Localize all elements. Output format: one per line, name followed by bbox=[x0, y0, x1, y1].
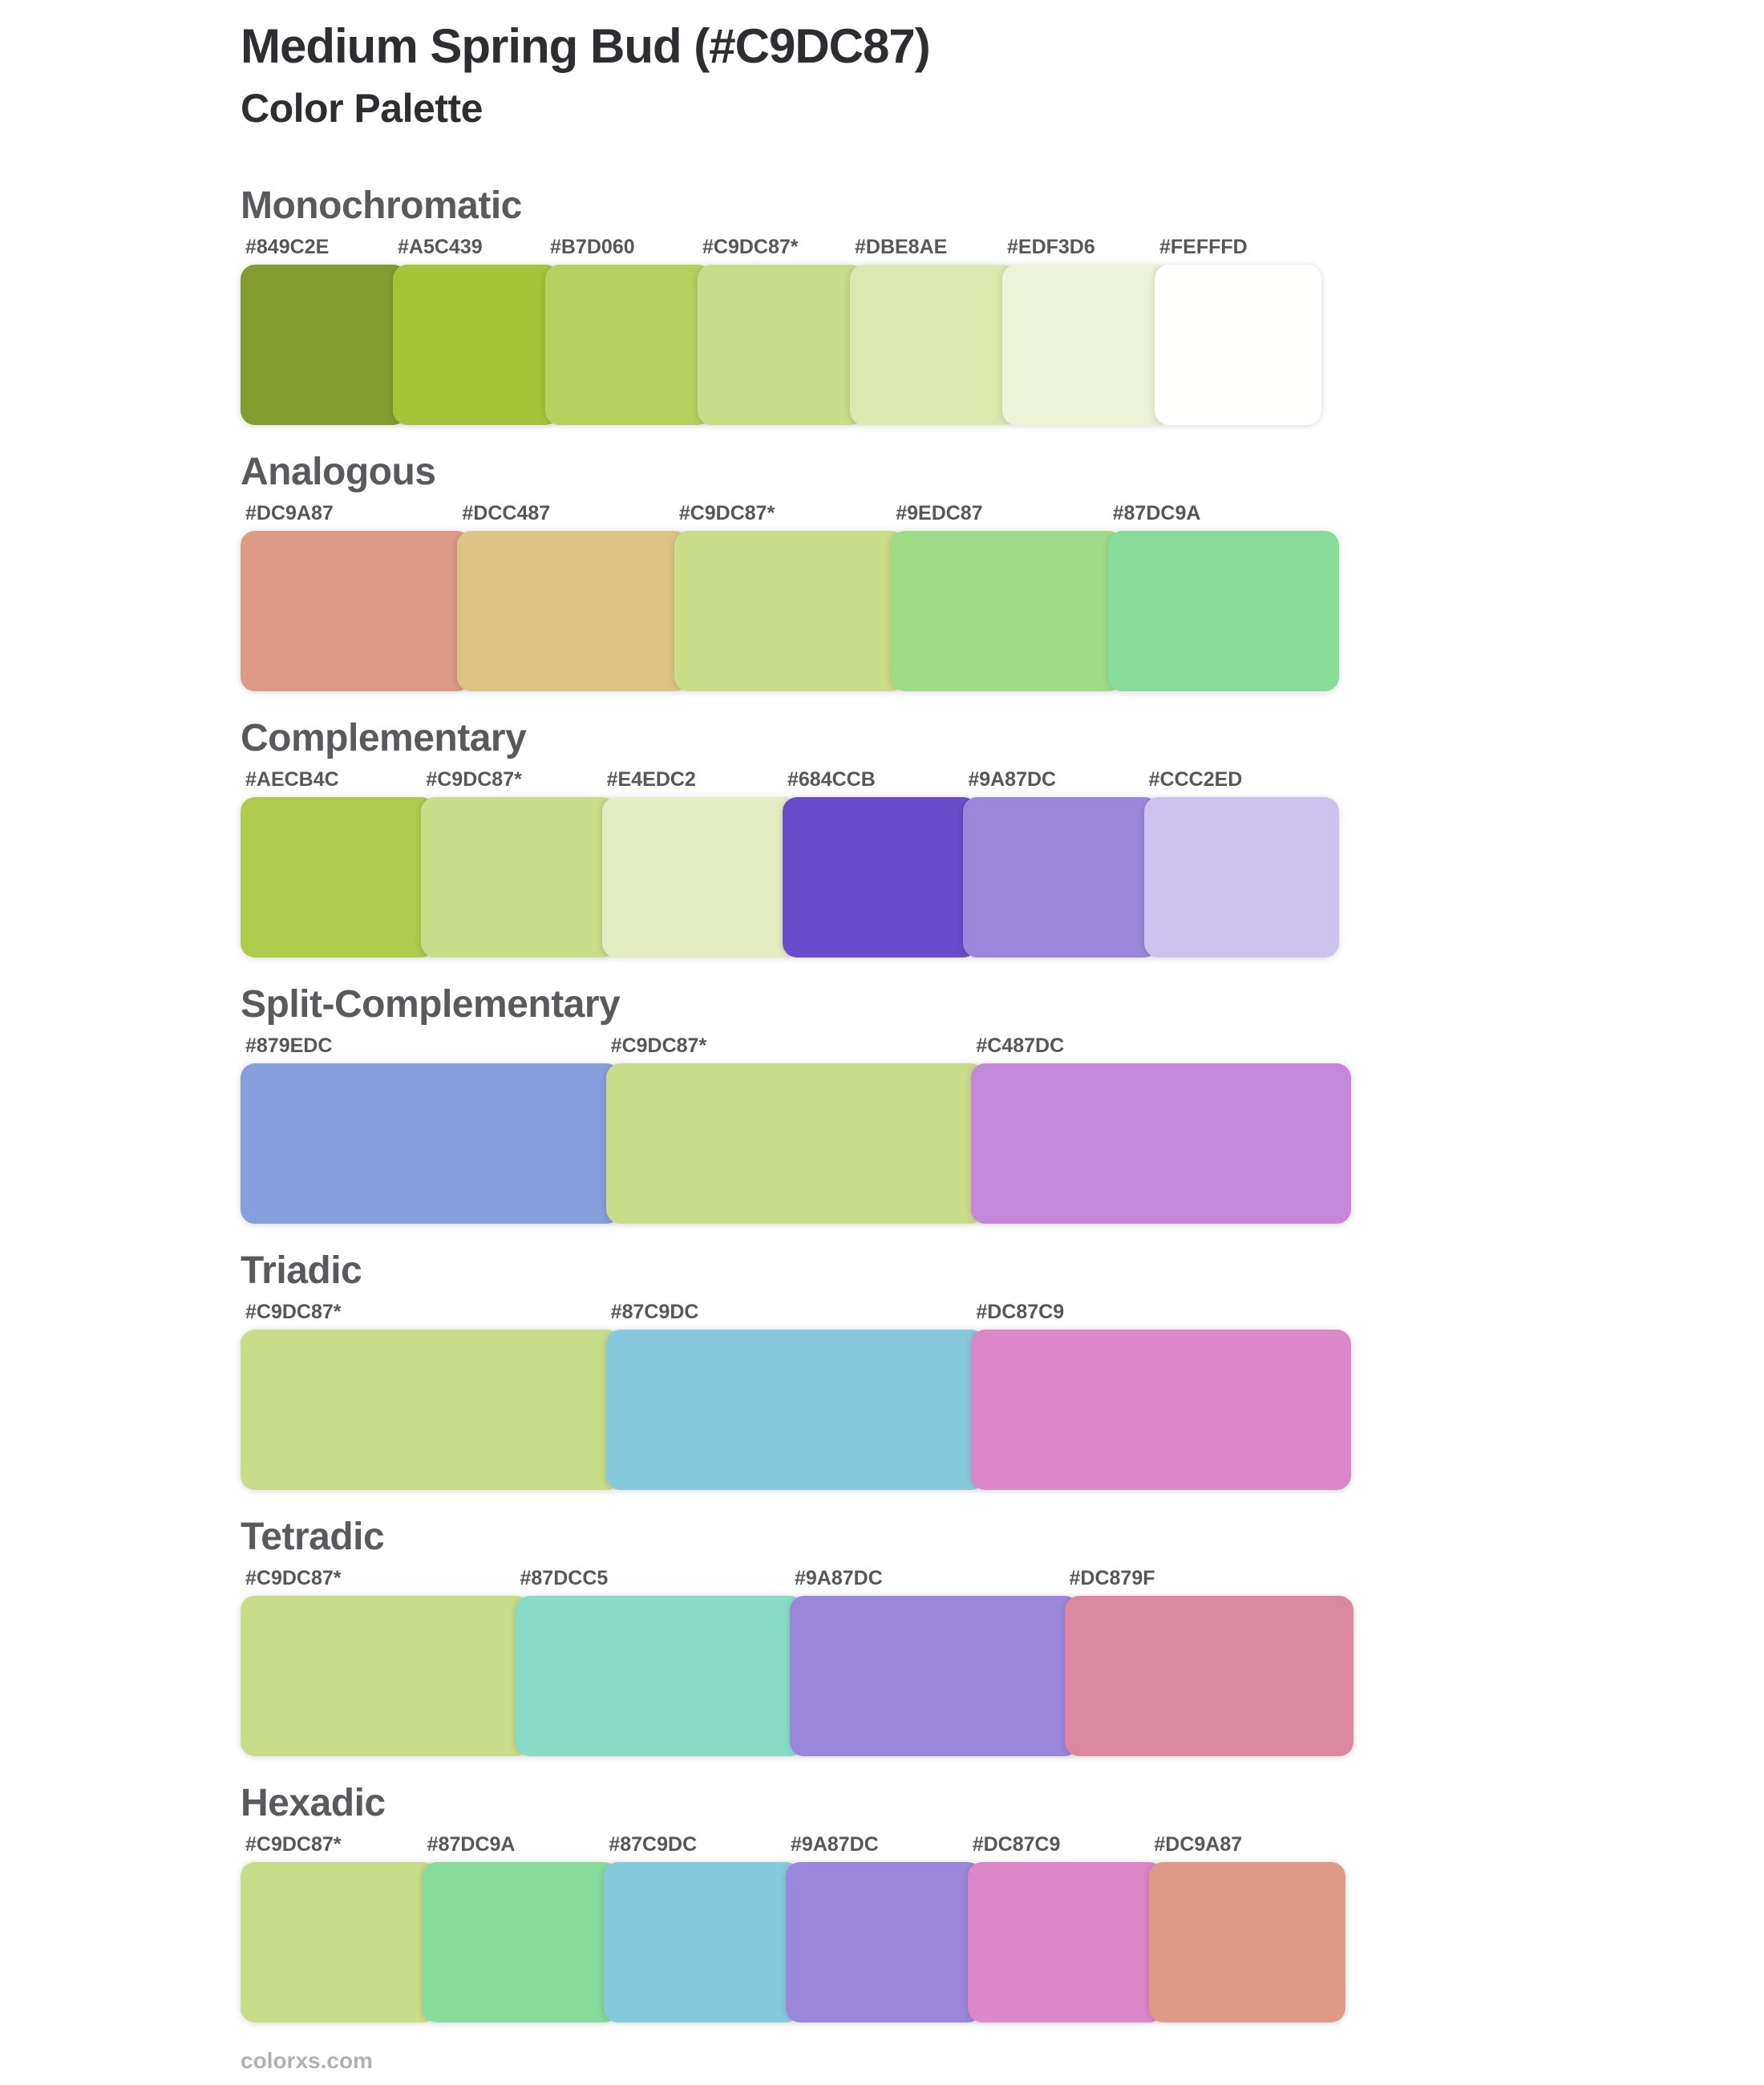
swatch-hex-label: #E4EDC2 bbox=[606, 768, 696, 791]
swatch-hex-label: #DC9A87 bbox=[1154, 1833, 1243, 1856]
color-swatch[interactable]: #B7D060 bbox=[545, 236, 712, 425]
color-swatch[interactable]: #C9DC87* bbox=[421, 768, 617, 957]
color-swatch[interactable]: #9A87DC bbox=[790, 1567, 1079, 1756]
color-swatch[interactable]: #879EDC bbox=[241, 1034, 621, 1224]
color-swatch[interactable]: #DBE8AE bbox=[850, 236, 1017, 425]
color-swatch[interactable]: #87C9DC bbox=[604, 1833, 801, 2022]
color-swatch[interactable]: #87DC9A bbox=[422, 1833, 619, 2022]
footer-watermark: colorxs.com bbox=[241, 2048, 373, 2073]
swatch-hex-label: #DC87C9 bbox=[976, 1301, 1065, 1323]
color-swatch[interactable]: #DC87C9 bbox=[967, 1833, 1164, 2022]
swatch-row: #AECB4C #C9DC87* #E4EDC2 #684CCB #9A87DC… bbox=[241, 768, 1339, 957]
swatch-row: #879EDC #C9DC87* #C487DC bbox=[241, 1034, 1352, 1224]
swatch-hex-label: #87DCC5 bbox=[520, 1567, 609, 1589]
color-swatch[interactable]: #C487DC bbox=[971, 1034, 1352, 1224]
swatch-row: #C9DC87* #87C9DC #DC87C9 bbox=[241, 1301, 1352, 1490]
color-swatch[interactable]: #C9DC87* bbox=[241, 1567, 530, 1756]
swatch-hex-label: #B7D060 bbox=[550, 236, 635, 258]
swatch-hex-label: #879EDC bbox=[245, 1034, 333, 1057]
swatch-hex-label: #C487DC bbox=[976, 1034, 1065, 1057]
color-swatch[interactable]: #DCC487 bbox=[457, 502, 689, 691]
swatch-hex-label: #CCC2ED bbox=[1148, 768, 1243, 791]
swatch-row: #C9DC87* #87DCC5 #9A87DC #DC879F bbox=[241, 1567, 1353, 1756]
swatch-hex-label: #849C2E bbox=[245, 236, 330, 258]
swatch-hex-label: #C9DC87* bbox=[702, 236, 799, 258]
section-heading: Triadic bbox=[241, 1249, 362, 1292]
swatch-hex-label: #9A87DC bbox=[791, 1833, 879, 1856]
swatch-hex-label: #DBE8AE bbox=[855, 236, 948, 258]
color-swatch[interactable]: #A5C439 bbox=[393, 236, 560, 425]
swatch-hex-label: #FEFFFD bbox=[1159, 236, 1248, 258]
color-swatch[interactable]: #87C9DC bbox=[605, 1301, 986, 1490]
swatch-hex-label: #87C9DC bbox=[610, 1301, 699, 1323]
color-swatch[interactable]: #C9DC87* bbox=[241, 1301, 621, 1490]
swatch-hex-label: #DC87C9 bbox=[972, 1833, 1061, 1856]
swatch-hex-label: #C9DC87* bbox=[610, 1034, 707, 1057]
swatch-hex-label: #C9DC87* bbox=[678, 502, 775, 524]
swatch-hex-label: #C9DC87* bbox=[245, 1301, 342, 1323]
swatch-hex-label: #9A87DC bbox=[968, 768, 1057, 791]
swatch-hex-label: #C9DC87* bbox=[245, 1567, 342, 1589]
swatch-hex-label: #9A87DC bbox=[795, 1567, 883, 1589]
swatch-hex-label: #A5C439 bbox=[398, 236, 483, 258]
color-swatch[interactable]: #DC87C9 bbox=[971, 1301, 1352, 1490]
color-swatch[interactable]: #87DCC5 bbox=[515, 1567, 804, 1756]
color-swatch[interactable]: #AECB4C bbox=[241, 768, 436, 957]
swatch-row: #849C2E #A5C439 #B7D060 #C9DC87* #DBE8AE… bbox=[241, 236, 1321, 425]
swatch-hex-label: #87DC9A bbox=[427, 1833, 516, 1856]
color-swatch[interactable]: #C9DC87* bbox=[605, 1034, 986, 1224]
palette-section: Triadic #C9DC87* #87C9DC #DC87C9 bbox=[241, 1249, 1764, 1490]
palette-section: Hexadic #C9DC87* #87DC9A #87C9DC #9A87DC… bbox=[241, 1782, 1764, 2022]
swatch-hex-label: #DCC487 bbox=[462, 502, 551, 524]
swatch-hex-label: #87DC9A bbox=[1112, 502, 1201, 524]
section-heading: Complementary bbox=[241, 717, 527, 759]
color-swatch[interactable]: #CCC2ED bbox=[1143, 768, 1339, 957]
color-swatch[interactable]: #DC9A87 bbox=[1149, 1833, 1346, 2022]
section-heading: Tetradic bbox=[241, 1516, 385, 1558]
palette-section: Analogous #DC9A87 #DCC487 #C9DC87* #9EDC… bbox=[241, 451, 1764, 691]
palette-sections: Monochromatic #849C2E #A5C439 #B7D060 #C… bbox=[241, 184, 1764, 2022]
color-swatch[interactable]: #9EDC87 bbox=[891, 502, 1123, 691]
swatch-hex-label: #C9DC87* bbox=[426, 768, 522, 791]
color-swatch[interactable]: #87DC9A bbox=[1107, 502, 1340, 691]
color-swatch[interactable]: #C9DC87* bbox=[698, 236, 864, 425]
swatch-hex-label: #9EDC87 bbox=[896, 502, 983, 524]
swatch-hex-label: #AECB4C bbox=[245, 768, 339, 791]
color-swatch[interactable]: #9A87DC bbox=[786, 1833, 982, 2022]
color-swatch[interactable]: #849C2E bbox=[241, 236, 407, 425]
swatch-hex-label: #684CCB bbox=[787, 768, 876, 791]
swatch-hex-label: #C9DC87* bbox=[245, 1833, 342, 1856]
swatch-hex-label: #87C9DC bbox=[609, 1833, 698, 1856]
swatch-row: #DC9A87 #DCC487 #C9DC87* #9EDC87 #87DC9A bbox=[241, 502, 1340, 691]
palette-section: Split-Complementary #879EDC #C9DC87* #C4… bbox=[241, 983, 1764, 1224]
section-heading: Split-Complementary bbox=[241, 983, 621, 1026]
palette-section: Tetradic #C9DC87* #87DCC5 #9A87DC #DC879… bbox=[241, 1516, 1764, 1756]
color-swatch[interactable]: #DC879F bbox=[1064, 1567, 1353, 1756]
swatch-hex-label: #DC9A87 bbox=[245, 502, 334, 524]
swatch-hex-label: #DC879F bbox=[1069, 1567, 1155, 1589]
swatch-row: #C9DC87* #87DC9A #87C9DC #9A87DC #DC87C9… bbox=[241, 1833, 1346, 2022]
color-swatch[interactable]: #C9DC87* bbox=[674, 502, 906, 691]
page-title: Medium Spring Bud (#C9DC87) bbox=[241, 19, 931, 73]
color-swatch[interactable]: #9A87DC bbox=[963, 768, 1159, 957]
section-heading: Analogous bbox=[241, 451, 436, 493]
palette-section: Monochromatic #849C2E #A5C439 #B7D060 #C… bbox=[241, 184, 1764, 425]
color-swatch[interactable]: #FEFFFD bbox=[1155, 236, 1321, 425]
color-swatch[interactable]: #684CCB bbox=[782, 768, 978, 957]
section-heading: Monochromatic bbox=[241, 184, 522, 227]
color-swatch[interactable]: #C9DC87* bbox=[241, 1833, 437, 2022]
color-swatch[interactable]: #EDF3D6 bbox=[1002, 236, 1169, 425]
section-heading: Hexadic bbox=[241, 1782, 386, 1824]
color-swatch[interactable]: #DC9A87 bbox=[241, 502, 472, 691]
page-subtitle: Color Palette bbox=[241, 86, 483, 131]
color-swatch[interactable]: #E4EDC2 bbox=[601, 768, 797, 957]
swatch-hex-label: #EDF3D6 bbox=[1007, 236, 1095, 258]
palette-section: Complementary #AECB4C #C9DC87* #E4EDC2 #… bbox=[241, 717, 1764, 957]
